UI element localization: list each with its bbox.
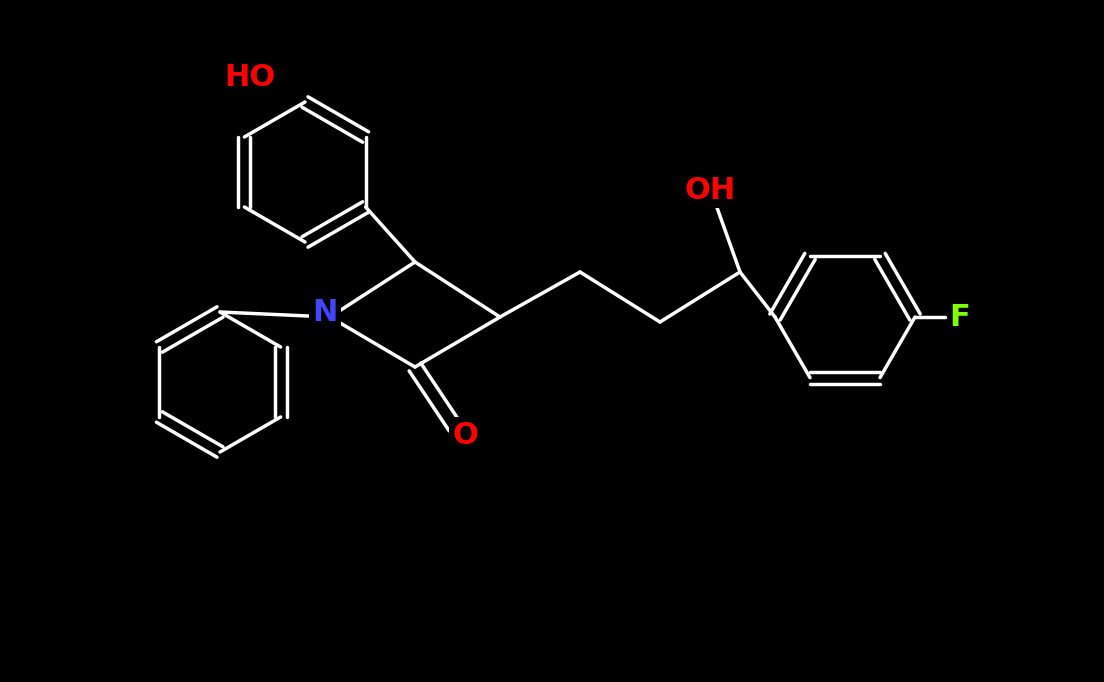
Text: HO: HO: [224, 63, 276, 91]
Text: F: F: [949, 303, 970, 331]
Text: N: N: [312, 297, 338, 327]
Text: O: O: [452, 421, 478, 449]
Text: OH: OH: [684, 175, 735, 205]
